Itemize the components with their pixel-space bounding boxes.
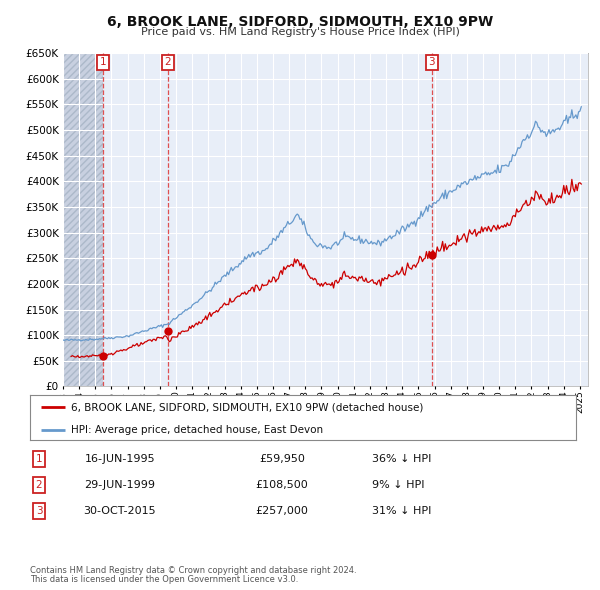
Text: £108,500: £108,500 xyxy=(256,480,308,490)
Text: 29-JUN-1999: 29-JUN-1999 xyxy=(85,480,155,490)
Text: 2: 2 xyxy=(164,57,171,67)
Bar xyxy=(63,53,103,386)
Text: 1: 1 xyxy=(35,454,43,464)
Text: £59,950: £59,950 xyxy=(259,454,305,464)
Text: 1: 1 xyxy=(100,57,106,67)
Text: 30-OCT-2015: 30-OCT-2015 xyxy=(83,506,157,516)
Text: 16-JUN-1995: 16-JUN-1995 xyxy=(85,454,155,464)
Text: Contains HM Land Registry data © Crown copyright and database right 2024.: Contains HM Land Registry data © Crown c… xyxy=(30,566,356,575)
Text: 3: 3 xyxy=(35,506,43,516)
Text: HPI: Average price, detached house, East Devon: HPI: Average price, detached house, East… xyxy=(71,425,323,435)
Text: 6, BROOK LANE, SIDFORD, SIDMOUTH, EX10 9PW (detached house): 6, BROOK LANE, SIDFORD, SIDMOUTH, EX10 9… xyxy=(71,402,424,412)
Text: 2: 2 xyxy=(35,480,43,490)
Bar xyxy=(63,53,103,386)
Text: This data is licensed under the Open Government Licence v3.0.: This data is licensed under the Open Gov… xyxy=(30,575,298,584)
Text: 9% ↓ HPI: 9% ↓ HPI xyxy=(372,480,425,490)
Text: 6, BROOK LANE, SIDFORD, SIDMOUTH, EX10 9PW: 6, BROOK LANE, SIDFORD, SIDMOUTH, EX10 9… xyxy=(107,15,493,29)
Text: £257,000: £257,000 xyxy=(256,506,308,516)
Text: 31% ↓ HPI: 31% ↓ HPI xyxy=(372,506,431,516)
Text: 3: 3 xyxy=(428,57,435,67)
Text: Price paid vs. HM Land Registry's House Price Index (HPI): Price paid vs. HM Land Registry's House … xyxy=(140,27,460,37)
Text: 36% ↓ HPI: 36% ↓ HPI xyxy=(372,454,431,464)
